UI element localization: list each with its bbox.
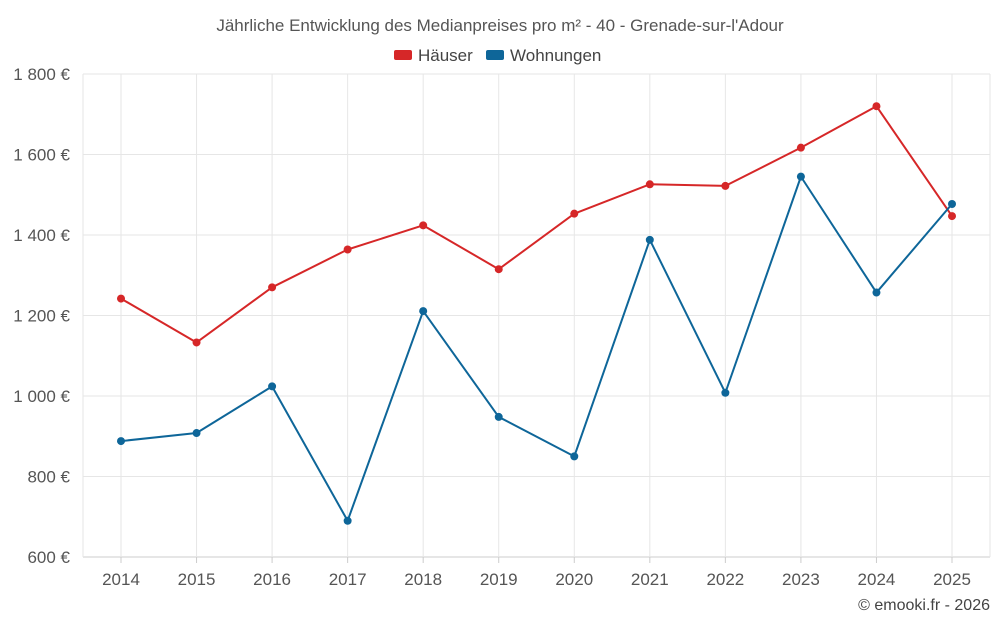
data-point-haeuser[interactable] (268, 283, 277, 292)
series-line-wohnungen (120, 175, 953, 522)
data-point-wohnungen[interactable] (343, 516, 352, 525)
x-tick-label: 2024 (858, 570, 896, 589)
y-tick-label: 1 800 € (13, 65, 70, 84)
legend-swatch-haeuser[interactable] (394, 50, 412, 60)
grid (82, 73, 991, 558)
data-point-wohnungen[interactable] (645, 235, 654, 244)
x-tick-label: 2023 (782, 570, 820, 589)
data-point-wohnungen[interactable] (721, 388, 730, 397)
x-tick-label: 2016 (253, 570, 291, 589)
series-line-haeuser (120, 105, 953, 344)
data-point-haeuser[interactable] (721, 181, 730, 190)
data-point-wohnungen[interactable] (117, 437, 125, 446)
data-point-wohnungen[interactable] (192, 429, 201, 438)
y-tick-label: 600 € (27, 548, 70, 567)
data-point-haeuser[interactable] (494, 265, 503, 274)
x-axis: 2014 2015 2016 2017 2018 2019 2020 2021 2022 2023… (102, 557, 971, 589)
x-tick-label: 2015 (178, 570, 216, 589)
legend-swatch-wohnungen[interactable] (486, 50, 504, 60)
data-point-wohnungen[interactable] (570, 452, 579, 461)
credit-text: © emooki.fr - 2026 (858, 597, 990, 614)
y-axis: 600 € 800 € 1 000 € 1 200 € 1 400 € 1 600 € 1 … (13, 65, 70, 567)
x-tick-label: 2018 (404, 570, 442, 589)
data-point-haeuser[interactable] (343, 245, 352, 254)
x-tick-label: 2014 (102, 570, 140, 589)
y-tick-label: 800 € (27, 468, 70, 487)
x-tick-label: 2021 (631, 570, 669, 589)
data-point-wohnungen[interactable] (419, 307, 428, 316)
data-point-haeuser[interactable] (645, 180, 654, 189)
data-point-haeuser[interactable] (419, 221, 428, 230)
chart-title: Jährliche Entwicklung des Medianpreises … (216, 16, 784, 35)
x-tick-label: 2017 (329, 570, 367, 589)
data-point-wohnungen[interactable] (494, 412, 503, 421)
legend: Häuser Wohnungen (394, 46, 601, 65)
data-point-wohnungen[interactable] (872, 288, 881, 297)
legend-label-haeuser[interactable]: Häuser (418, 46, 473, 65)
data-point-wohnungen[interactable] (796, 172, 805, 181)
data-point-haeuser[interactable] (117, 294, 125, 303)
data-point-haeuser[interactable] (570, 209, 579, 218)
y-tick-label: 1 000 € (13, 387, 70, 406)
x-tick-label: 2025 (933, 570, 971, 589)
data-point-wohnungen[interactable] (948, 200, 956, 209)
x-tick-label: 2022 (706, 570, 744, 589)
x-tick-label: 2019 (480, 570, 518, 589)
x-tick-label: 2020 (555, 570, 593, 589)
y-tick-label: 1 400 € (13, 226, 70, 245)
data-point-haeuser[interactable] (872, 102, 881, 111)
data-point-wohnungen[interactable] (268, 382, 277, 391)
data-point-haeuser[interactable] (948, 212, 956, 221)
legend-label-wohnungen[interactable]: Wohnungen (510, 46, 601, 65)
data-point-haeuser[interactable] (192, 338, 201, 347)
data-point-haeuser[interactable] (796, 143, 805, 152)
y-tick-label: 1 600 € (13, 146, 70, 165)
y-tick-label: 1 200 € (13, 307, 70, 326)
series-group (117, 102, 956, 525)
